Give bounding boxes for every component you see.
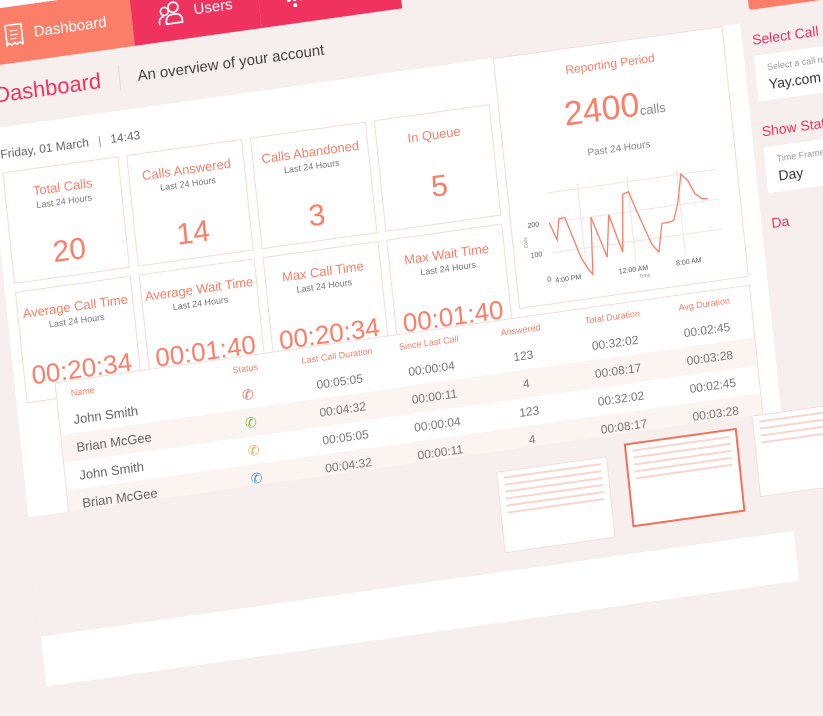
svg-text:8:00 AM: 8:00 AM xyxy=(676,257,702,268)
page-subtitle: An overview of your account xyxy=(136,41,326,85)
report-unit: calls xyxy=(639,99,667,119)
stat-card-in-queue: In Queue 5 xyxy=(373,104,502,232)
calls-line-chart: 200 100 0 4:00 PM 12:00 AM 8:00 AM Time … xyxy=(523,168,723,285)
nav-item-dashboard[interactable]: Dashboard xyxy=(0,0,136,68)
stat-card-calls-answered: Calls Answered Last 24 Hours 14 xyxy=(126,138,254,267)
report-value: 2400 xyxy=(562,85,642,134)
layout-thumbnail-table[interactable] xyxy=(496,456,616,554)
svg-text:0: 0 xyxy=(547,276,552,284)
svg-text:4:00 PM: 4:00 PM xyxy=(555,274,582,285)
time-text: 14:43 xyxy=(109,128,141,147)
card-value: 5 xyxy=(429,168,450,204)
svg-text:Time: Time xyxy=(639,272,651,280)
svg-text:Calls: Calls xyxy=(523,236,530,248)
page-title: Dashboard xyxy=(0,68,103,108)
reporting-period-card: Reporting Period 2400calls Past 24 Hours… xyxy=(492,25,749,309)
nav-item-numbers[interactable]: Numbers xyxy=(255,0,403,29)
phone-available-icon: ✆ xyxy=(244,413,258,431)
date-text: Friday, 01 March xyxy=(0,135,90,162)
keypad-icon xyxy=(283,0,305,9)
receipt-icon xyxy=(3,21,25,48)
phone-ringing-icon: ✆ xyxy=(247,440,261,459)
layout-thumbnail-dashboard[interactable] xyxy=(623,427,746,528)
card-value: 3 xyxy=(306,198,327,234)
card-title: In Queue xyxy=(406,123,462,146)
phone-on-call-icon: ✆ xyxy=(241,385,255,403)
stat-card-calls-abandoned: Calls Abandoned Last 24 Hours 3 xyxy=(249,121,378,250)
svg-text:200: 200 xyxy=(527,221,539,230)
main-nav: Dashboard Users Numbers xyxy=(0,0,403,68)
nav-label: Numbers xyxy=(313,0,375,1)
nav-item-users[interactable]: Users xyxy=(129,0,262,46)
nav-label: Dashboard xyxy=(32,13,108,41)
current-datetime: Friday, 01 March | 14:43 xyxy=(0,128,141,162)
users-icon xyxy=(157,0,185,26)
header-divider xyxy=(117,65,122,92)
card-value: 20 xyxy=(51,231,88,270)
card-value: 14 xyxy=(174,214,212,252)
svg-text:100: 100 xyxy=(530,251,542,260)
wallboard-url[interactable]: wallboard.yay.com xyxy=(742,0,823,11)
svg-text:12:00 AM: 12:00 AM xyxy=(618,265,648,276)
nav-label: Users xyxy=(192,0,234,18)
dashboard-content: Friday, 01 March | 14:43 Total Calls Las… xyxy=(0,23,799,687)
call-route-label: Select Call Route xyxy=(751,17,823,48)
stat-card-total-calls: Total Calls Last 24 Hours 20 xyxy=(2,156,130,285)
